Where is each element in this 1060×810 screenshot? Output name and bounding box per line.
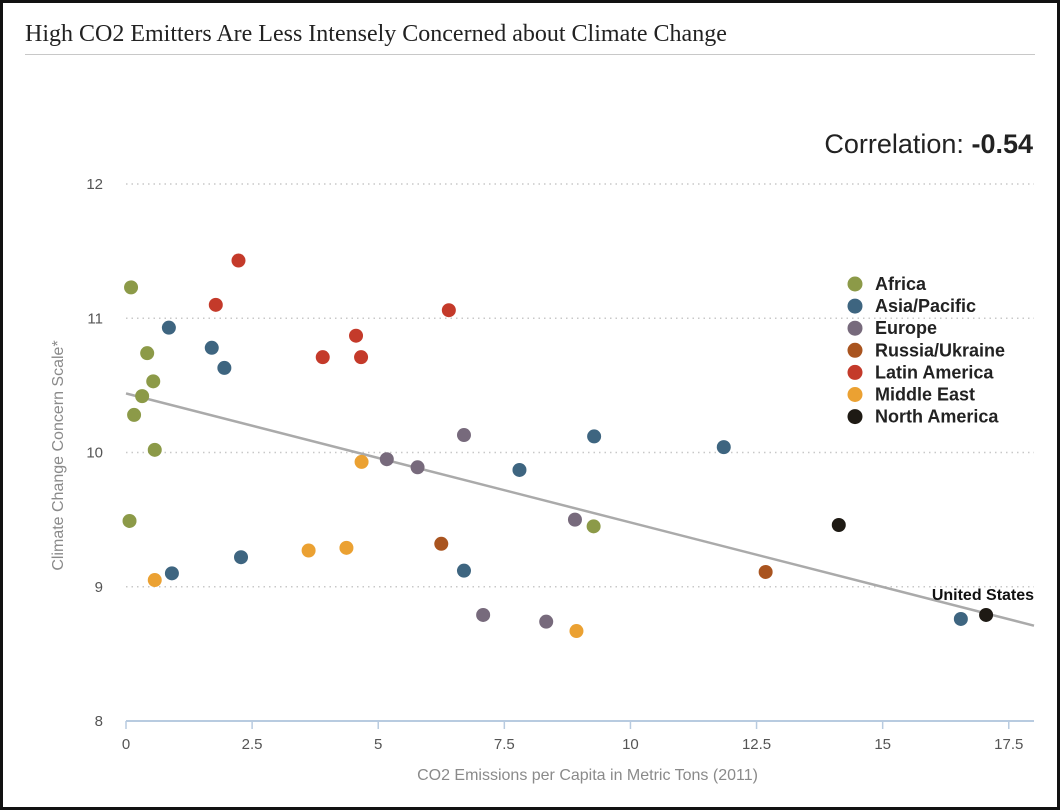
legend-label-asia-pacific: Asia/Pacific — [875, 296, 976, 316]
y-tick-label: 10 — [86, 445, 103, 462]
point-latin-america — [349, 328, 364, 343]
point-middle-east — [301, 543, 316, 558]
point-asia-pacific — [716, 440, 731, 455]
y-axis-title: Climate Change Concern Scale* — [50, 340, 67, 570]
point-russia-ukraine — [758, 564, 773, 579]
data-points — [122, 253, 994, 639]
point-latin-america — [208, 297, 223, 312]
correlation-value: -0.54 — [971, 129, 1033, 159]
x-tick-label: 0 — [122, 736, 130, 753]
x-tick-label: 10 — [622, 736, 639, 753]
point-europe — [567, 512, 582, 527]
point-africa — [127, 407, 142, 422]
correlation-label: Correlation: — [824, 129, 964, 159]
point-africa — [122, 513, 137, 528]
point-africa — [124, 280, 139, 295]
point-africa — [147, 442, 162, 457]
legend-marker-asia-pacific — [847, 298, 863, 314]
point-asia-pacific — [217, 360, 232, 375]
point-latin-america — [231, 253, 246, 268]
point-asia-pacific — [204, 340, 219, 355]
point-europe — [379, 452, 394, 467]
title-divider — [25, 54, 1035, 55]
x-tick-label: 2.5 — [242, 736, 263, 753]
scatter-plot: 8 9 10 11 12 0 2.5 5 7.5 10 12.5 15 17.5 CO2 Emission… — [50, 176, 1035, 784]
point-middle-east — [569, 624, 584, 639]
point-latin-america — [441, 303, 456, 318]
legend-label-europe: Europe — [875, 318, 937, 338]
legend-label-latin-america: Latin America — [875, 362, 994, 382]
point-north-america — [831, 517, 846, 532]
chart-title: High CO2 Emitters Are Less Intensely Con… — [25, 21, 727, 47]
point-europe — [410, 460, 425, 475]
legend-marker-europe — [847, 320, 863, 336]
x-tick-label: 15 — [874, 736, 891, 753]
legend-label-russia-ukraine: Russia/Ukraine — [875, 340, 1005, 360]
y-tick-label: 11 — [87, 310, 103, 327]
x-tick-label: 5 — [374, 736, 382, 753]
point-europe — [539, 614, 554, 629]
point-asia-pacific — [512, 462, 527, 477]
y-tick-label: 8 — [95, 713, 103, 730]
x-tick-label: 7.5 — [494, 736, 515, 753]
trendline — [125, 392, 1035, 627]
point-asia-pacific — [234, 550, 249, 565]
legend: AfricaAsia/PacificEuropeRussia/UkraineLa… — [847, 274, 1005, 427]
legend-label-north-america: North America — [875, 407, 999, 427]
legend-label-africa: Africa — [875, 274, 927, 294]
x-axis-title: CO2 Emissions per Capita in Metric Tons … — [417, 767, 758, 784]
y-tick-label: 12 — [86, 176, 103, 193]
y-tick-label: 9 — [95, 579, 103, 596]
point-russia-ukraine — [434, 536, 449, 551]
legend-marker-africa — [847, 276, 863, 292]
point-latin-america — [354, 350, 369, 365]
trendline-group — [125, 392, 1035, 627]
annotation-label: United States — [932, 587, 1034, 604]
point-europe — [456, 428, 471, 443]
legend-marker-latin-america — [847, 364, 863, 380]
x-tick-label: 12.5 — [742, 736, 771, 753]
correlation-readout: Correlation: -0.54 — [824, 129, 1033, 160]
x-tick-label: 17.5 — [994, 736, 1023, 753]
point-europe — [476, 607, 491, 622]
point-asia-pacific — [164, 566, 179, 581]
point-middle-east — [147, 573, 162, 588]
point-middle-east — [339, 540, 354, 555]
point-asia-pacific — [953, 611, 968, 626]
point-middle-east — [354, 454, 369, 469]
point-latin-america — [315, 350, 330, 365]
legend-marker-north-america — [847, 409, 863, 425]
legend-label-middle-east: Middle East — [875, 385, 975, 405]
point-africa — [135, 389, 150, 404]
point-asia-pacific — [161, 320, 176, 335]
point-africa — [146, 374, 161, 389]
axes: 8 9 10 11 12 0 2.5 5 7.5 10 12.5 15 17.5 CO2 Emission… — [50, 176, 1034, 784]
point-asia-pacific — [587, 429, 602, 444]
point-asia-pacific — [456, 563, 471, 578]
point-north-america — [979, 607, 994, 622]
legend-marker-russia-ukraine — [847, 342, 863, 358]
point-africa — [140, 346, 155, 361]
annotations: United States — [932, 587, 1034, 604]
point-africa — [586, 519, 601, 534]
legend-marker-middle-east — [847, 387, 863, 402]
